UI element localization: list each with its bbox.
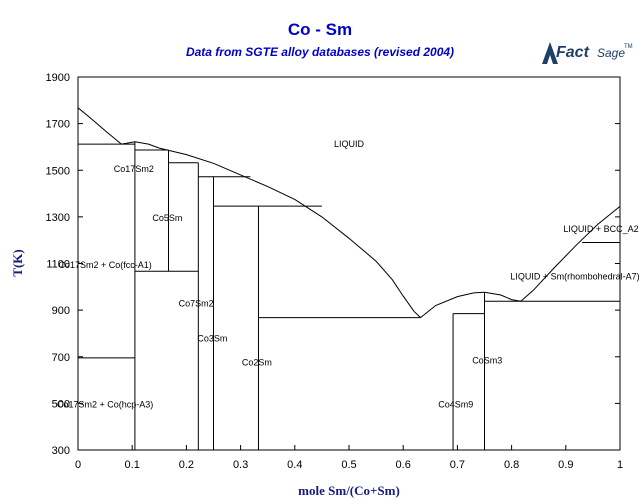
phase-label: Co3Sm — [197, 334, 227, 344]
logo-text-fact: Fact — [556, 44, 589, 61]
boundary-liquidus-main — [159, 147, 421, 318]
y-tick-label: 1500 — [46, 165, 70, 177]
boundary-liquidus-sm-side — [520, 206, 621, 302]
y-tick-label: 700 — [52, 352, 70, 364]
x-tick-label: 0.5 — [341, 459, 356, 471]
logo-text-sage: Sage — [597, 46, 626, 60]
y-tick-label: 500 — [52, 398, 70, 410]
compound-lines — [134, 141, 485, 450]
x-tick-label: 0.4 — [287, 459, 302, 471]
phase-label: Co5Sm — [152, 213, 182, 223]
phase-label: Co17Sm2 + Co(fcc-A1) — [58, 260, 151, 270]
factsage-logo: Fact Sage TM — [540, 40, 633, 70]
x-tick-label: 1 — [617, 459, 623, 471]
phase-label: Co4Sm9 — [438, 399, 473, 409]
chart-subtitle: Data from SGTE alloy databases (revised … — [185, 45, 455, 59]
y-tick-label: 1100 — [46, 259, 70, 271]
invariant-lines — [78, 143, 620, 359]
y-tick-label: 1900 — [46, 72, 70, 84]
x-tick-label: 0.2 — [179, 459, 194, 471]
x-tick-label: 0 — [75, 459, 81, 471]
x-axis-title: mole Sm/(Co+Sm) — [298, 483, 400, 498]
boundary-liquidus-cosm3 — [420, 291, 521, 318]
phase-label: LIQUID — [334, 139, 365, 149]
phase-labels: LIQUID Co17Sm2 Co5Sm Co17Sm2 + Co(fcc-A1) Co… — [57, 139, 640, 409]
x-tick-label: 0.8 — [504, 459, 519, 471]
y-tick-label: 1300 — [46, 212, 70, 224]
y-axis-title: T(K) — [10, 249, 25, 276]
phase-label: LIQUID + Sm(rhombohedral-A7) — [510, 271, 639, 281]
phase-label: Co17Sm2 — [114, 164, 154, 174]
phase-label: LIQUID + BCC_A2 — [563, 224, 638, 234]
phase-label: CoSm3 — [472, 356, 502, 366]
x-tick-label: 0.3 — [233, 459, 248, 471]
phase-boundaries — [77, 107, 621, 318]
x-tick-label: 0.6 — [396, 459, 411, 471]
boundary-liquidus-co-side — [77, 107, 122, 145]
x-axis: 0 0.1 0.2 0.3 0.4 0.5 0.6 0.7 0.8 0.9 1 — [75, 445, 623, 471]
plot-frame — [77, 76, 621, 451]
phase-label: Co7Sm2 — [179, 299, 214, 309]
x-tick-label: 0.1 — [125, 459, 140, 471]
logo-trademark: TM — [624, 44, 633, 50]
phase-label: Co2Sm — [242, 358, 272, 368]
y-tick-label: 300 — [52, 445, 70, 457]
y-tick-label: 900 — [52, 305, 70, 317]
x-tick-label: 0.9 — [558, 459, 573, 471]
x-tick-label: 0.7 — [450, 459, 465, 471]
y-axis: 300 500 700 900 1100 1300 1500 1700 1900 — [46, 72, 620, 457]
phase-label: Co17Sm2 + Co(hcp-A3) — [57, 399, 153, 409]
factsage-mark-icon — [542, 42, 558, 64]
y-tick-label: 1700 — [46, 119, 70, 131]
boundary-liquidus-co17sm2 — [121, 141, 160, 149]
chart-title: Co - Sm — [287, 20, 353, 39]
